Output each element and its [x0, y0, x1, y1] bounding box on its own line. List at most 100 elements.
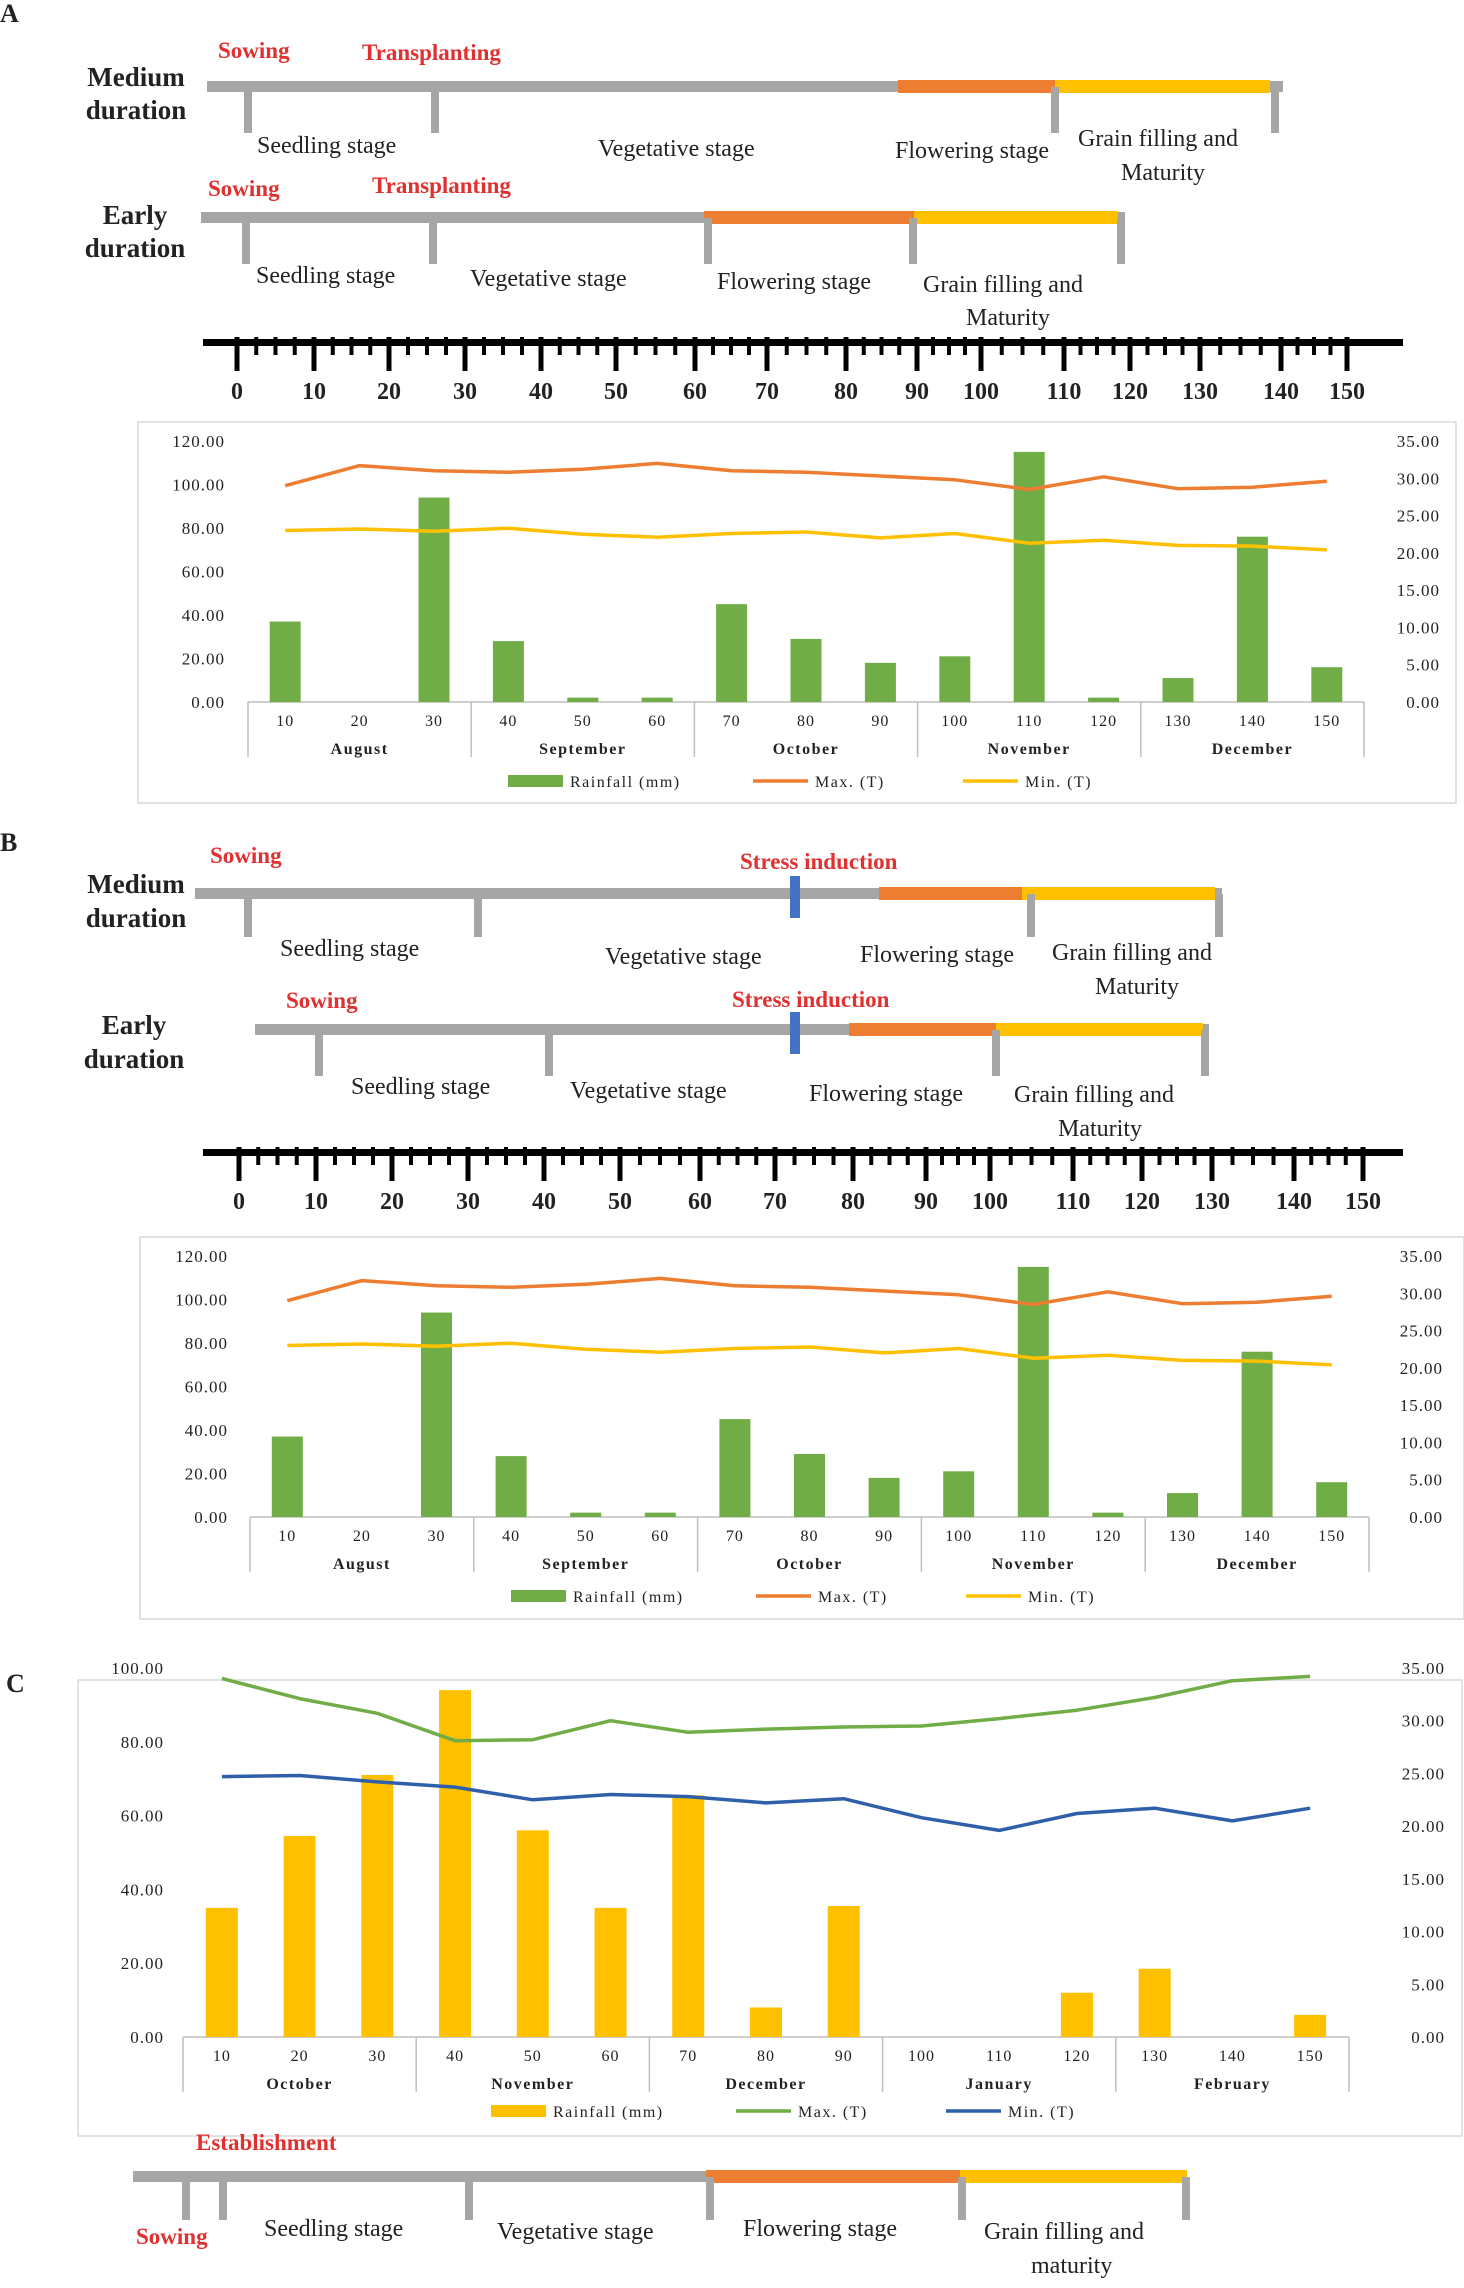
- day-scale-minor-tick: [256, 1147, 261, 1165]
- y-right-tick-label: 25.00: [1397, 507, 1440, 526]
- day-scale-minor-tick: [406, 337, 410, 355]
- timeline-stage-marker: [315, 1030, 323, 1076]
- timeline-grain-bar: [996, 1023, 1203, 1036]
- day-scale-minor-tick: [963, 337, 967, 355]
- month-label: October: [266, 2076, 332, 2093]
- day-scale-minor-tick: [1145, 337, 1150, 355]
- day-scale-minor-tick: [330, 337, 335, 355]
- timeline-stage-marker: [1182, 2177, 1190, 2220]
- timeline-stage-marker: [474, 894, 482, 937]
- y-right-tick-label: 0.00: [1406, 693, 1440, 712]
- y-left-tick-label: 100.00: [175, 1291, 228, 1310]
- timeline-vegetative-bar: [255, 1024, 849, 1035]
- max-temp-line: [286, 1276, 1332, 1307]
- timeline-stage-marker: [1201, 1030, 1209, 1076]
- x-tick-label: 10: [276, 713, 294, 730]
- x-tick-label: 150: [1297, 2048, 1324, 2065]
- y-right-tick-label: 35.00: [1400, 1247, 1443, 1266]
- y-left-tick-label: 60.00: [185, 1378, 228, 1397]
- day-scale-minor-tick: [897, 337, 902, 355]
- flowering-stage-label: Flowering stage: [895, 138, 1049, 164]
- x-tick-label: 10: [278, 1528, 296, 1545]
- day-scale-minor-tick: [747, 337, 751, 355]
- day-scale-minor-tick: [520, 337, 524, 355]
- rainfall-bar: [716, 604, 748, 702]
- day-scale-major-tick: [313, 1147, 319, 1181]
- day-scale-minor-tick: [368, 337, 373, 355]
- timeline-stage-marker: [429, 218, 437, 264]
- vegetative-stage-label: Vegetative stage: [470, 266, 627, 292]
- rainfall-bar: [790, 638, 822, 702]
- flowering-stage-label: Flowering stage: [743, 2216, 897, 2242]
- day-scale-label: 140: [1276, 1189, 1312, 1215]
- day-scale-minor-tick: [254, 337, 259, 355]
- x-tick-label: 70: [679, 2048, 697, 2065]
- day-scale-major-tick: [843, 337, 849, 371]
- day-scale-minor-tick: [1343, 1147, 1348, 1165]
- day-scale-minor-tick: [1105, 1147, 1110, 1165]
- timeline-stage-marker: [1027, 894, 1035, 937]
- grain-filling-label: Grain filling and: [923, 272, 1083, 298]
- day-scale-label: 130: [1182, 379, 1218, 405]
- legend-rainfall-swatch: [511, 1590, 566, 1602]
- day-scale-label: 50: [604, 379, 628, 405]
- month-label: October: [776, 1556, 842, 1573]
- day-scale-major-tick: [1139, 1147, 1145, 1181]
- day-scale-minor-tick: [999, 337, 1004, 355]
- day-scale-label: 110: [1047, 379, 1082, 405]
- timeline-vegetative-bar: [133, 2171, 706, 2182]
- x-tick-label: 120: [1094, 1528, 1121, 1545]
- day-scale-label: 70: [755, 379, 779, 405]
- month-label: October: [773, 741, 839, 758]
- day-scale-label: 150: [1329, 379, 1365, 405]
- day-scale-major-tick: [234, 337, 240, 371]
- x-tick-label: 60: [602, 2048, 620, 2065]
- y-right-tick-label: 15.00: [1400, 1396, 1443, 1415]
- day-scale-minor-tick: [1312, 337, 1316, 355]
- legend-max-label: Max. (T): [798, 2104, 868, 2121]
- seedling-stage-label: Seedling stage: [264, 2216, 403, 2242]
- seedling-stage-label: Seedling stage: [351, 1074, 490, 1100]
- y-right-tick-label: 20.00: [1397, 544, 1440, 563]
- day-scale-minor-tick: [831, 1147, 836, 1165]
- panel-label-b: B: [0, 828, 17, 857]
- day-scale-minor-tick: [824, 337, 829, 355]
- stress-induction-label: Stress induction: [732, 987, 890, 1012]
- rainfall-bar: [672, 1795, 705, 2037]
- x-tick-label: 90: [875, 1528, 893, 1545]
- x-tick-label: 80: [801, 1528, 819, 1545]
- month-label: November: [491, 2076, 574, 2093]
- stress-induction-marker: [790, 876, 800, 918]
- day-scale-minor-tick: [1238, 337, 1243, 355]
- timeline-vegetative-bar: [201, 212, 704, 223]
- rainfall-bar: [439, 1690, 472, 2037]
- vegetative-stage-label: Vegetative stage: [598, 136, 755, 162]
- day-scale-minor-tick: [678, 1147, 682, 1165]
- month-label: December: [1212, 741, 1293, 758]
- sowing-label: Sowing: [218, 38, 290, 63]
- y-right-tick-label: 35.00: [1402, 1659, 1445, 1678]
- x-tick-label: 30: [368, 2048, 386, 2065]
- grain-filling-label: Grain filling and: [984, 2219, 1144, 2245]
- day-scale-minor-tick: [294, 1147, 299, 1165]
- timeline-stage-marker: [182, 2177, 190, 2220]
- day-scale-minor-tick: [861, 337, 866, 355]
- x-tick-label: 110: [1016, 713, 1042, 730]
- y-left-tick-label: 20.00: [185, 1465, 228, 1484]
- maturity-label: maturity: [1031, 2253, 1112, 2279]
- day-scale-label: 150: [1345, 1189, 1381, 1215]
- x-tick-label: 40: [446, 2048, 464, 2065]
- day-scale-minor-tick: [658, 1147, 662, 1165]
- rainfall-bar: [421, 1312, 452, 1517]
- day-scale-major-tick: [1197, 337, 1203, 371]
- day-scale-minor-tick: [931, 337, 935, 355]
- day-scale-minor-tick: [1122, 1147, 1127, 1165]
- y-left-tick-label: 40.00: [121, 1880, 164, 1899]
- x-tick-label: 40: [502, 1528, 520, 1545]
- day-scale-minor-tick: [595, 337, 600, 355]
- timeline-stage-marker: [909, 218, 917, 264]
- day-scale-major-tick: [389, 1147, 395, 1181]
- rainfall-bar: [1316, 1482, 1348, 1517]
- maturity-label: Maturity: [1121, 160, 1205, 186]
- day-scale-minor-tick: [905, 1147, 910, 1165]
